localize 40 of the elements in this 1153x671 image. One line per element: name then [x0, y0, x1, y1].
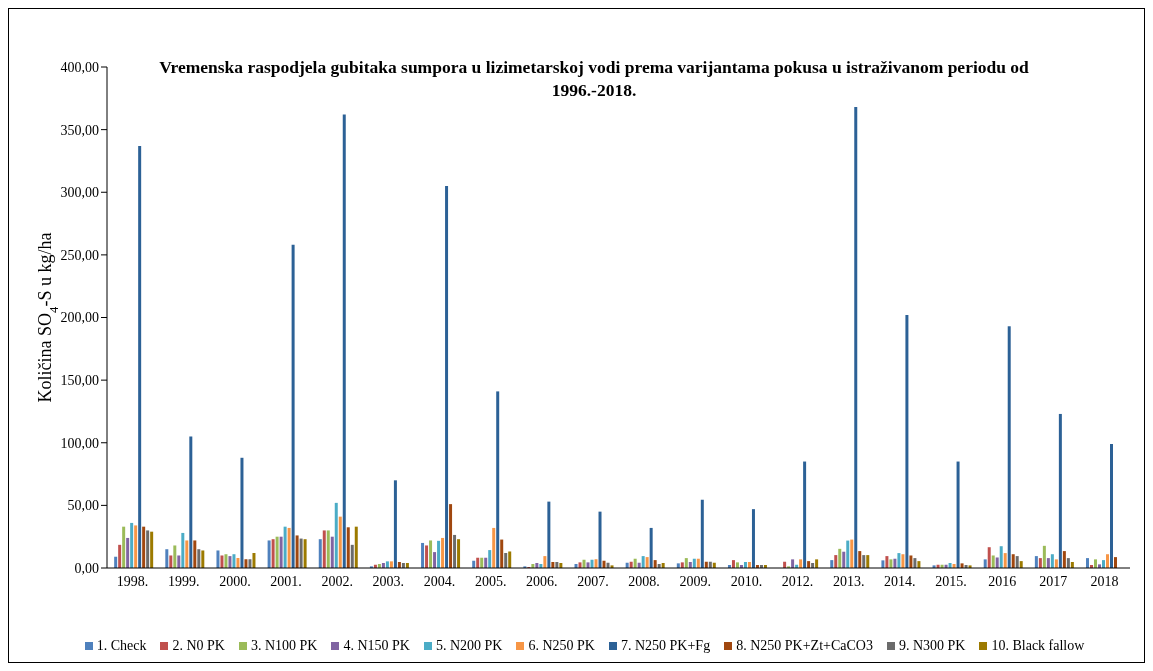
- x-tick-label: 2005.: [474, 573, 507, 589]
- legend-label: 1. Check: [96, 638, 147, 654]
- legend-label: 2. N0 PK: [172, 638, 225, 654]
- legend-label: 4. N150 PK: [343, 638, 410, 654]
- legend-label: 6. N250 PK: [528, 638, 595, 654]
- x-tick-label: 2018: [1090, 573, 1119, 589]
- y-tick-label: 150,00: [60, 373, 99, 389]
- y-tick-label: 300,00: [60, 185, 99, 201]
- legend-label: 5. N200 PK: [435, 638, 503, 654]
- y-tick-label: 250,00: [60, 247, 99, 263]
- x-tick-label: 2012.: [781, 573, 814, 589]
- y-tick-label: 50,00: [67, 498, 99, 514]
- x-tick-label: 2006.: [526, 573, 558, 589]
- y-tick-label: 200,00: [60, 310, 99, 326]
- y-tick-label: 0,00: [74, 560, 99, 576]
- x-tick-label: 2002.: [321, 573, 353, 589]
- x-tick-label: 2013.: [832, 573, 865, 589]
- y-tick-label: 400,00: [60, 59, 99, 75]
- x-tick-label: 2003.: [372, 573, 405, 589]
- x-tick-label: 2016: [988, 573, 1017, 589]
- x-tick-label: 2010.: [730, 573, 763, 589]
- legend-label: 7. N250 PK+Fg: [620, 638, 711, 654]
- x-tick-label: 2000.: [219, 573, 251, 589]
- x-tick-label: 1999.: [167, 573, 200, 589]
- chart-title: Vremenska raspodjela gubitaka sumpora u lizimetarskoj vodi prema varijantama pokusa u istraživanom periodu od 1996.-2018.: [159, 56, 1029, 102]
- x-tick-label: 2007.: [577, 573, 609, 589]
- x-tick-label: 2015.: [935, 573, 967, 589]
- legend-label: 8. N250 PK+Zt+CaCO3: [736, 638, 873, 654]
- x-tick-label: 2009.: [679, 573, 711, 589]
- legend-label: 10. Black fallow: [991, 638, 1085, 654]
- legend-label: 3. N100 PK: [250, 638, 318, 654]
- x-tick-label: 2004.: [423, 573, 456, 589]
- x-tick-label: 2014.: [884, 573, 916, 589]
- x-tick-label: 1998.: [116, 573, 149, 589]
- y-tick-label: 350,00: [60, 122, 99, 138]
- x-tick-label: 2001.: [270, 573, 302, 589]
- x-tick-label: 2017: [1039, 573, 1068, 589]
- x-tick-label: 2008.: [628, 573, 660, 589]
- y-tick-label: 100,00: [60, 435, 99, 451]
- legend-label: 9. N300 PK: [898, 638, 966, 654]
